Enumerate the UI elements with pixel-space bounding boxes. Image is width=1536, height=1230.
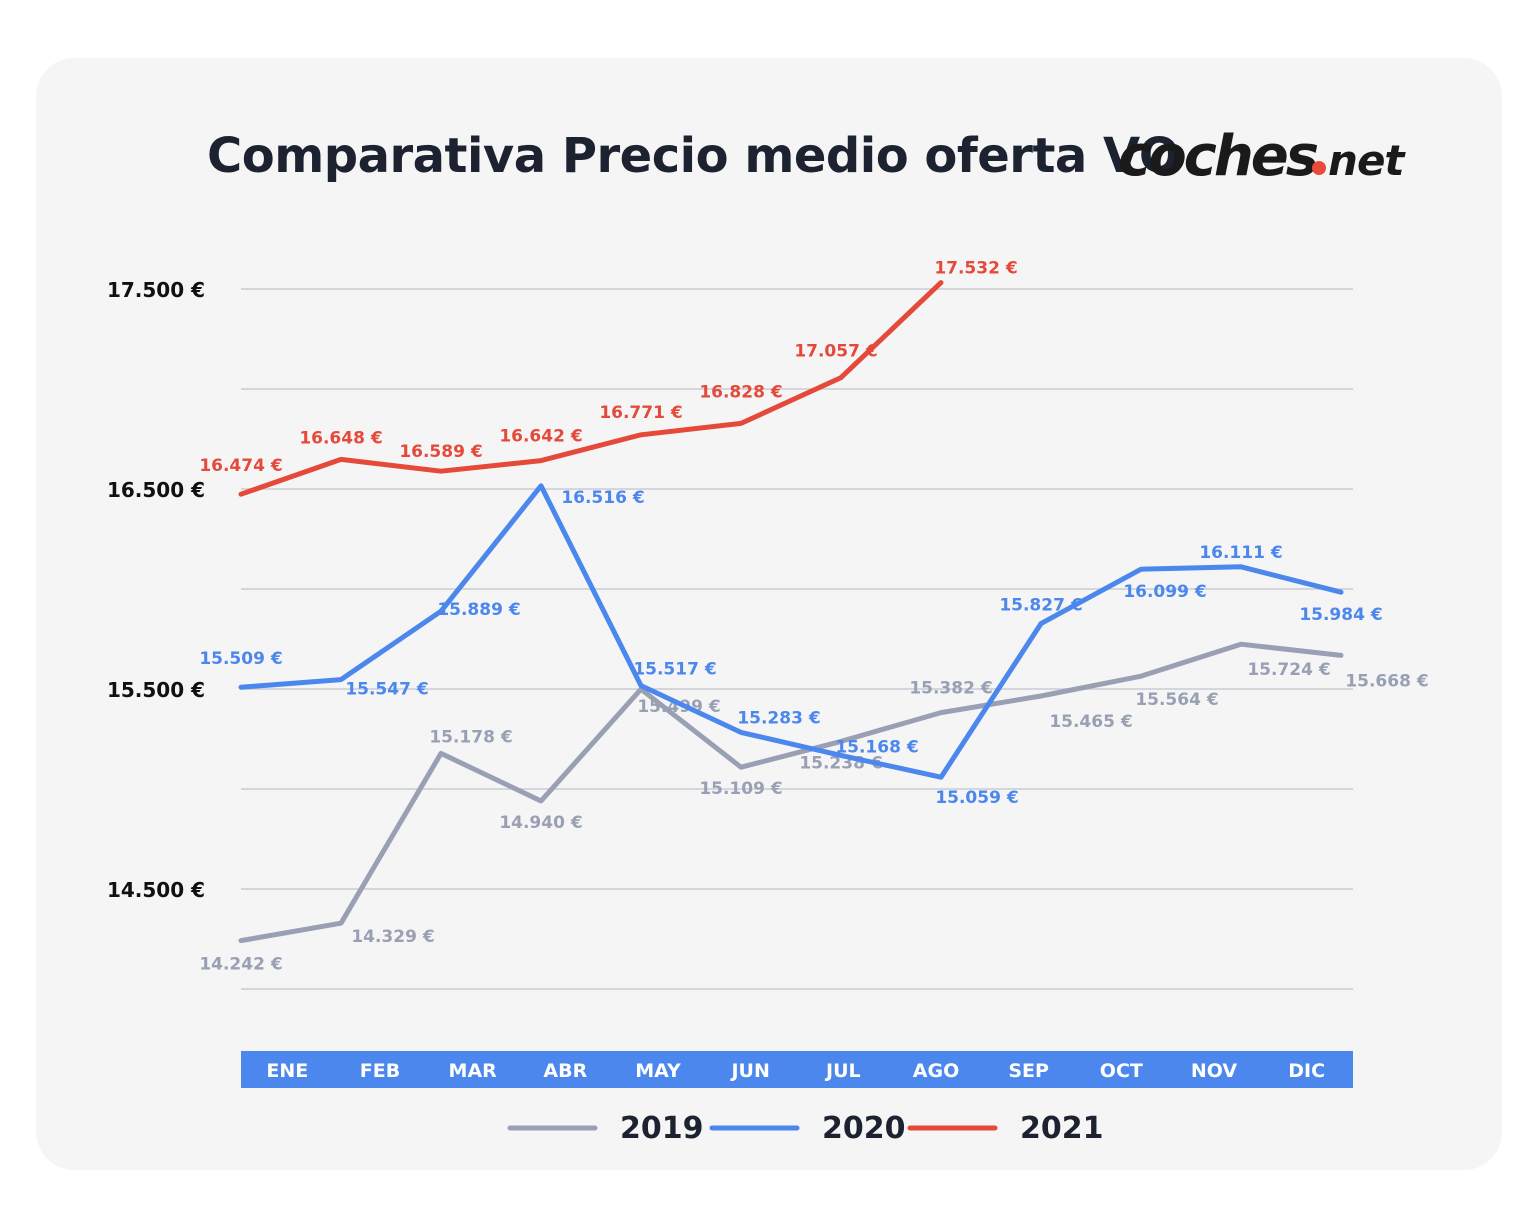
data-label-2019: 15.724 €: [1247, 660, 1330, 680]
data-label-2019: 15.382 €: [909, 679, 992, 699]
data-label-2020: 15.889 €: [437, 600, 520, 620]
series-line-2020: [238, 483, 1344, 780]
data-label-2019: 15.465 €: [1049, 712, 1132, 732]
x-tick-label: SEP: [1008, 1060, 1049, 1082]
x-tick-label: NOV: [1191, 1060, 1238, 1082]
x-tick-label: AGO: [913, 1060, 959, 1082]
x-tick-label: OCT: [1100, 1060, 1143, 1082]
data-label-2020: 15.827 €: [999, 596, 1082, 616]
y-tick-label: 17.500 €: [107, 278, 205, 302]
y-tick-label: 16.500 €: [107, 478, 205, 502]
data-label-2020: 16.099 €: [1123, 582, 1206, 602]
logo-text: coches: [1118, 124, 1319, 189]
data-label-2020: 15.509 €: [199, 649, 282, 669]
x-axis-band: [241, 1051, 1353, 1088]
data-label-2021: 16.828 €: [699, 382, 782, 402]
data-label-2019: 14.940 €: [499, 813, 582, 833]
data-label-2020: 15.984 €: [1299, 605, 1382, 625]
data-label-2020: 16.111 €: [1199, 543, 1282, 563]
data-label-2020: 15.168 €: [835, 737, 918, 757]
data-label-2019: 14.329 €: [351, 927, 434, 947]
logo-dot-icon: [1312, 161, 1327, 175]
data-label-2021: 16.589 €: [399, 442, 482, 462]
x-tick-label: DIC: [1288, 1060, 1325, 1082]
series-line-2019: [238, 641, 1344, 944]
data-label-2019: 15.109 €: [699, 779, 782, 799]
data-label-2021: 17.532 €: [934, 259, 1017, 279]
data-label-2020: 15.283 €: [737, 708, 820, 728]
data-label-2019: 15.178 €: [429, 727, 512, 747]
logo-suffix: net: [1328, 136, 1404, 185]
chart-card: [36, 58, 1502, 1170]
data-label-2019: 14.242 €: [199, 955, 282, 975]
data-label-2020: 16.516 €: [561, 488, 644, 508]
legend-label-2020: 2020: [822, 1111, 906, 1146]
data-label-2021: 16.648 €: [299, 428, 382, 448]
x-tick-label: MAY: [635, 1060, 681, 1082]
y-tick-label: 15.500 €: [107, 678, 205, 702]
y-tick-label: 14.500 €: [107, 878, 205, 902]
legend-label-2021: 2021: [1020, 1111, 1104, 1146]
data-label-2019: 15.499 €: [637, 697, 720, 717]
chart-title: Comparativa Precio medio oferta VO: [207, 128, 1180, 184]
legend-label-2019: 2019: [620, 1111, 704, 1146]
data-label-2020: 15.517 €: [633, 660, 716, 680]
data-label-2020: 15.547 €: [345, 680, 428, 700]
x-tick-label: JUN: [729, 1060, 769, 1082]
x-tick-label: JUL: [824, 1060, 861, 1082]
data-label-2019: 15.564 €: [1135, 690, 1218, 710]
data-label-2019: 15.668 €: [1345, 671, 1428, 691]
x-tick-label: FEB: [360, 1060, 400, 1082]
data-label-2021: 16.642 €: [499, 427, 582, 447]
data-label-2021: 16.771 €: [599, 403, 682, 423]
series-line-2021: [238, 280, 944, 497]
coches-net-logo: coches net: [1118, 124, 1405, 189]
data-label-2020: 15.059 €: [935, 788, 1018, 808]
data-label-2021: 17.057 €: [794, 342, 877, 362]
x-tick-label: ENE: [266, 1060, 308, 1082]
data-label-2021: 16.474 €: [199, 456, 282, 476]
x-tick-label: MAR: [449, 1060, 498, 1082]
x-tick-label: ABR: [543, 1060, 587, 1082]
